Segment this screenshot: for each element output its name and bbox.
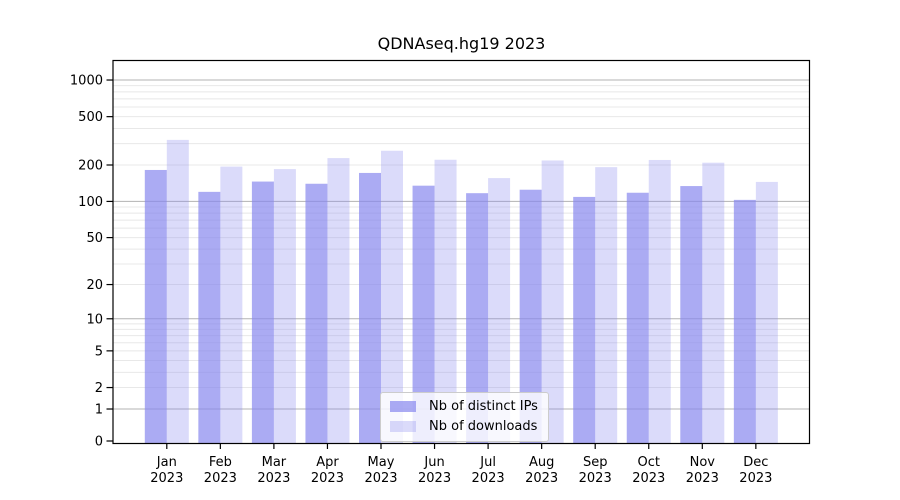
bar-downloads-mar [273, 169, 296, 444]
x-tick-label-jul: Jul 2023 [472, 455, 505, 486]
bar-downloads-nov [702, 162, 725, 444]
bar-distinct-ips-feb [198, 191, 221, 444]
y-tick-label: 0 [95, 435, 103, 450]
bar-downloads-may [381, 150, 403, 444]
x-tick-label-dec: Dec 2023 [739, 455, 772, 486]
bar-distinct-ips-jan [144, 169, 167, 444]
y-tick-label: 10 [86, 312, 103, 327]
y-tick-label: 100 [78, 195, 103, 210]
bar-distinct-ips-jul [466, 193, 489, 444]
x-tick-label-feb: Feb 2023 [204, 455, 237, 486]
bar-downloads-feb [220, 166, 243, 444]
bar-distinct-ips-may [359, 172, 381, 444]
y-tick-label: 200 [78, 158, 103, 173]
bar-distinct-ips-mar [251, 181, 274, 444]
bar-distinct-ips-aug [519, 189, 542, 444]
x-tick-label-jun: Jun 2023 [418, 455, 451, 486]
plot-border [112, 59, 811, 445]
bar-downloads-jul [488, 178, 511, 444]
bar-downloads-sep [595, 167, 618, 444]
x-tick-label-aug: Aug 2023 [525, 455, 558, 486]
bar-downloads-aug [541, 160, 564, 444]
x-tick-label-sep: Sep 2023 [579, 455, 612, 486]
bar-downloads-dec [755, 181, 778, 444]
chart-title: QDNAseq.hg19 2023 [377, 34, 546, 53]
bar-downloads-jun [434, 159, 457, 444]
x-tick-label-jan: Jan 2023 [150, 455, 183, 486]
x-tick-label-oct: Oct 2023 [632, 455, 665, 486]
y-tick-label: 5 [95, 344, 103, 359]
legend-item-distinct-ips: Nb of distinct IPs [390, 398, 538, 415]
bar-downloads-apr [327, 158, 350, 444]
x-tick-label-nov: Nov 2023 [686, 455, 719, 486]
legend-swatch-downloads [390, 421, 416, 432]
bar-distinct-ips-nov [680, 186, 703, 444]
y-tick-label: 20 [86, 278, 103, 293]
bar-downloads-oct [648, 159, 671, 444]
bar-distinct-ips-oct [626, 192, 649, 444]
x-tick-label-apr: Apr 2023 [311, 455, 344, 486]
legend: Nb of distinct IPs Nb of downloads [380, 392, 549, 442]
y-tick-label: 50 [86, 231, 103, 246]
bar-distinct-ips-dec [733, 199, 756, 444]
bar-distinct-ips-jun [412, 185, 435, 444]
x-tick-label-mar: Mar 2023 [257, 455, 290, 486]
y-tick-label: 1000 [70, 74, 103, 89]
legend-label-downloads: Nb of downloads [429, 419, 538, 434]
legend-swatch-distinct-ips [390, 401, 416, 412]
x-tick-label-may: May 2023 [364, 455, 397, 486]
legend-label-distinct-ips: Nb of distinct IPs [429, 399, 538, 414]
y-tick-label: 2 [95, 381, 103, 396]
bar-distinct-ips-sep [573, 196, 596, 444]
bar-distinct-ips-apr [305, 183, 328, 444]
legend-item-downloads: Nb of downloads [390, 418, 538, 435]
y-tick-label: 500 [78, 110, 103, 125]
bar-downloads-jan [166, 139, 189, 444]
y-tick-label: 1 [95, 403, 103, 418]
